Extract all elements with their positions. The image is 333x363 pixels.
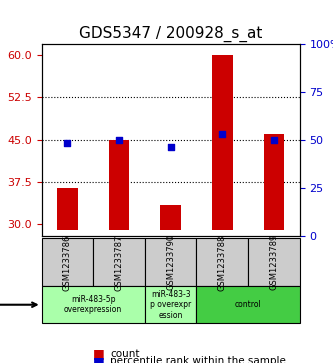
Point bbox=[271, 137, 277, 143]
Text: miR-483-3
p overexpr
ession: miR-483-3 p overexpr ession bbox=[150, 290, 191, 320]
Text: GSM1233788: GSM1233788 bbox=[218, 234, 227, 290]
FancyBboxPatch shape bbox=[196, 286, 300, 323]
FancyBboxPatch shape bbox=[42, 238, 93, 286]
FancyBboxPatch shape bbox=[196, 238, 248, 286]
FancyBboxPatch shape bbox=[42, 286, 145, 323]
FancyBboxPatch shape bbox=[93, 238, 145, 286]
FancyBboxPatch shape bbox=[248, 238, 300, 286]
Text: count: count bbox=[110, 349, 140, 359]
Title: GDS5347 / 200928_s_at: GDS5347 / 200928_s_at bbox=[79, 26, 262, 42]
Bar bbox=[212, 55, 232, 230]
Text: miR-483-5p
overexpression: miR-483-5p overexpression bbox=[64, 295, 122, 314]
Point bbox=[65, 140, 70, 146]
Point bbox=[220, 131, 225, 137]
Text: percentile rank within the sample: percentile rank within the sample bbox=[110, 356, 286, 363]
Text: GSM1233787: GSM1233787 bbox=[115, 234, 124, 290]
Bar bbox=[109, 140, 130, 230]
Point bbox=[117, 137, 122, 143]
Text: GSM1233786: GSM1233786 bbox=[63, 234, 72, 290]
Text: protocol: protocol bbox=[0, 300, 37, 310]
Bar bbox=[57, 188, 78, 230]
Text: control: control bbox=[235, 300, 261, 309]
Text: ■: ■ bbox=[93, 355, 105, 363]
Text: ■: ■ bbox=[93, 347, 105, 360]
Bar bbox=[161, 205, 181, 230]
Text: GSM1233789: GSM1233789 bbox=[269, 234, 278, 290]
Point bbox=[168, 144, 173, 150]
FancyBboxPatch shape bbox=[145, 286, 196, 323]
Bar bbox=[264, 134, 284, 230]
FancyBboxPatch shape bbox=[145, 238, 196, 286]
Text: GSM1233790: GSM1233790 bbox=[166, 234, 175, 290]
